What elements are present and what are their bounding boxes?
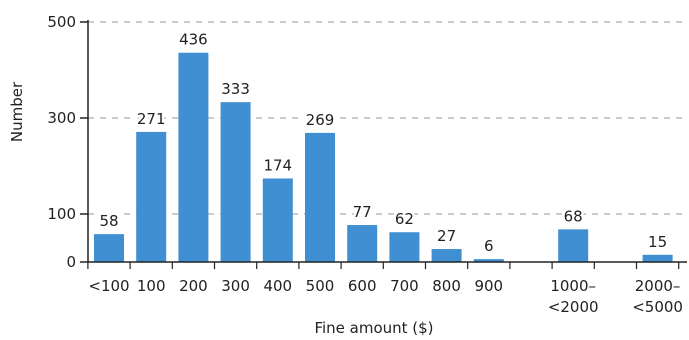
x-tick-label: 400 [263,277,292,295]
y-tick-label: 0 [66,253,76,271]
gridlines [88,21,687,215]
x-tick-label: 700 [390,277,419,295]
bar [94,234,124,262]
data-label: 77 [353,203,372,221]
x-tick-label: 2000– [635,277,681,295]
x-tick-label: 600 [348,277,377,295]
data-label: 271 [137,110,166,128]
x-tick-label: 1000– [550,277,596,295]
bar [136,131,167,262]
x-tick-label: 900 [474,277,503,295]
y-tick-label: 500 [47,13,76,31]
x-tick-label: 500 [306,277,335,295]
bar [305,132,335,262]
data-label: 62 [395,210,414,228]
y-tick-label: 100 [47,205,76,223]
data-label: 58 [99,212,118,230]
bar [431,249,462,262]
bars [94,52,673,262]
data-label: 68 [564,207,583,225]
y-axis-title: Number [8,81,26,142]
y-axis: 0 100 300 500 [47,13,89,271]
x-tick-label: 800 [432,277,461,295]
x-tick-label: <100 [88,277,129,295]
data-label: 27 [437,227,456,245]
x-tick-label: <5000 [632,298,683,316]
x-tick-label: 300 [221,277,250,295]
bar [558,229,589,262]
bar [347,225,378,262]
x-axis-title: Fine amount ($) [314,319,433,337]
bar [642,254,673,262]
data-label: 15 [648,233,667,251]
bar [389,232,420,262]
x-axis: <100 100 200 300 400 500 600 700 800 900 1000– <200… [87,261,687,316]
data-label: 6 [484,237,494,255]
data-labels: 58 271 436 333 174 269 77 62 27 6 68 15 [97,28,670,257]
data-label: 436 [179,31,208,49]
x-tick-label: 200 [179,277,208,295]
data-label: 174 [263,156,292,174]
y-tick-label: 300 [47,109,76,127]
x-tick-label: 100 [137,277,166,295]
x-tick-label: <2000 [548,298,599,316]
bar [262,178,293,262]
bar [220,102,251,262]
data-label: 269 [306,111,335,129]
bar [473,259,504,262]
bar [178,52,209,262]
data-label: 333 [221,80,250,98]
